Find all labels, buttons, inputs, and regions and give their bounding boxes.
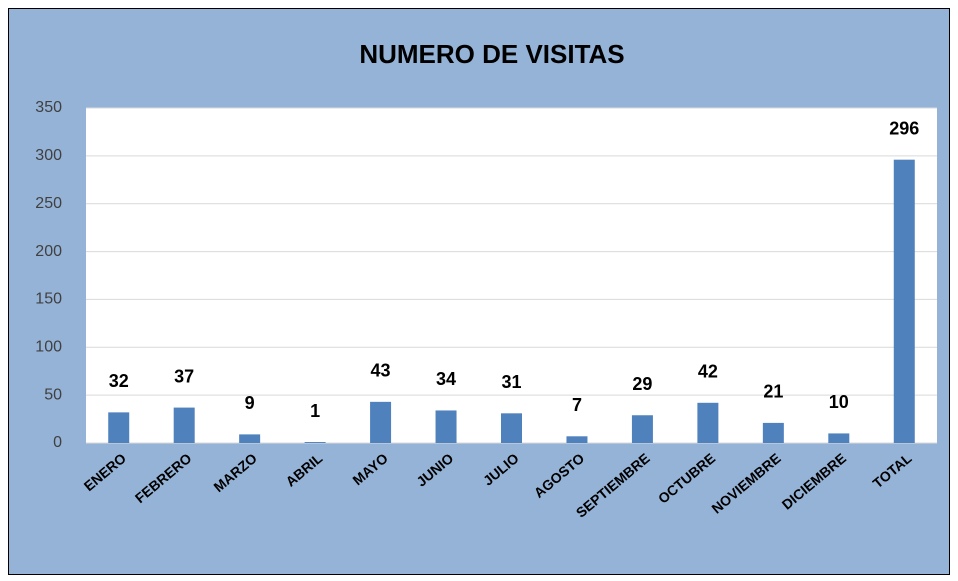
bar	[762, 422, 784, 443]
bar	[370, 401, 392, 443]
bar	[173, 407, 195, 443]
bar	[239, 434, 261, 443]
data-label: 1	[310, 401, 320, 421]
plot-area	[86, 108, 937, 443]
y-tick-label: 150	[35, 291, 62, 308]
bar	[304, 442, 326, 443]
y-tick-label: 350	[35, 99, 62, 116]
data-label: 31	[501, 372, 521, 392]
bar	[435, 410, 457, 443]
y-tick-label: 300	[35, 147, 62, 164]
bar	[631, 415, 653, 443]
y-tick-label: 0	[53, 434, 62, 451]
data-label: 37	[174, 366, 194, 386]
data-label: 32	[109, 371, 129, 391]
bar	[697, 402, 719, 443]
y-tick-label: 250	[35, 195, 62, 212]
data-label: 29	[632, 374, 652, 394]
data-label: 34	[436, 369, 456, 389]
y-tick-label: 200	[35, 243, 62, 260]
bar	[893, 159, 915, 443]
bar	[501, 413, 522, 443]
data-label: 21	[763, 382, 783, 402]
data-label: 9	[245, 393, 255, 413]
data-label: 296	[889, 118, 919, 138]
bar	[828, 433, 850, 443]
y-tick-label: 100	[35, 339, 62, 356]
bar	[566, 436, 588, 443]
data-label: 7	[572, 395, 582, 415]
data-label: 43	[371, 361, 391, 381]
data-label: 10	[829, 392, 849, 412]
chart-title: NUMERO DE VISITAS	[359, 39, 624, 69]
y-tick-label: 50	[44, 386, 62, 403]
data-label: 42	[698, 362, 718, 382]
bar	[108, 412, 130, 443]
